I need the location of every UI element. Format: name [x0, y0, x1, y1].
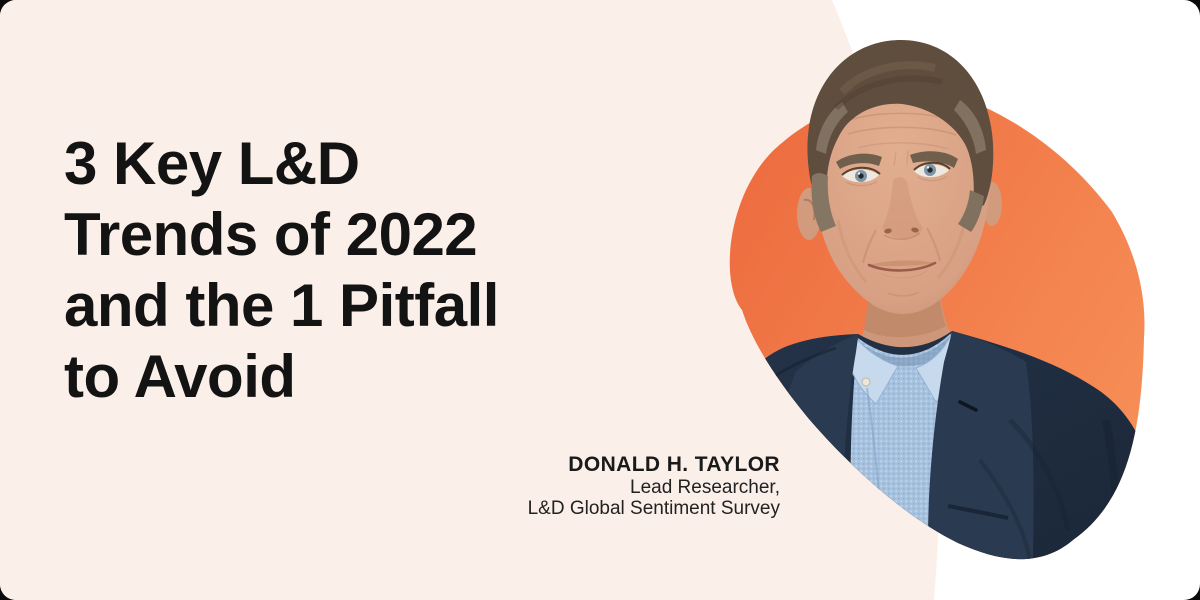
shirt-button [861, 377, 871, 387]
chest-pocket [947, 504, 1009, 520]
portrait-hair [807, 40, 994, 232]
cream-panel [0, 0, 940, 600]
speaker-name: DONALD H. TAYLOR [568, 453, 780, 476]
lapel-buttonhole [958, 400, 978, 412]
speaker-attribution: DONALD H. TAYLOR Lead Researcher, L&D Gl… [528, 452, 780, 519]
banner-title: 3 Key L&D Trends of 2022 and the 1 Pitfa… [64, 130, 499, 410]
speaker-role: Lead Researcher, [630, 477, 780, 498]
speaker-organization: L&D Global Sentiment Survey [527, 498, 780, 519]
